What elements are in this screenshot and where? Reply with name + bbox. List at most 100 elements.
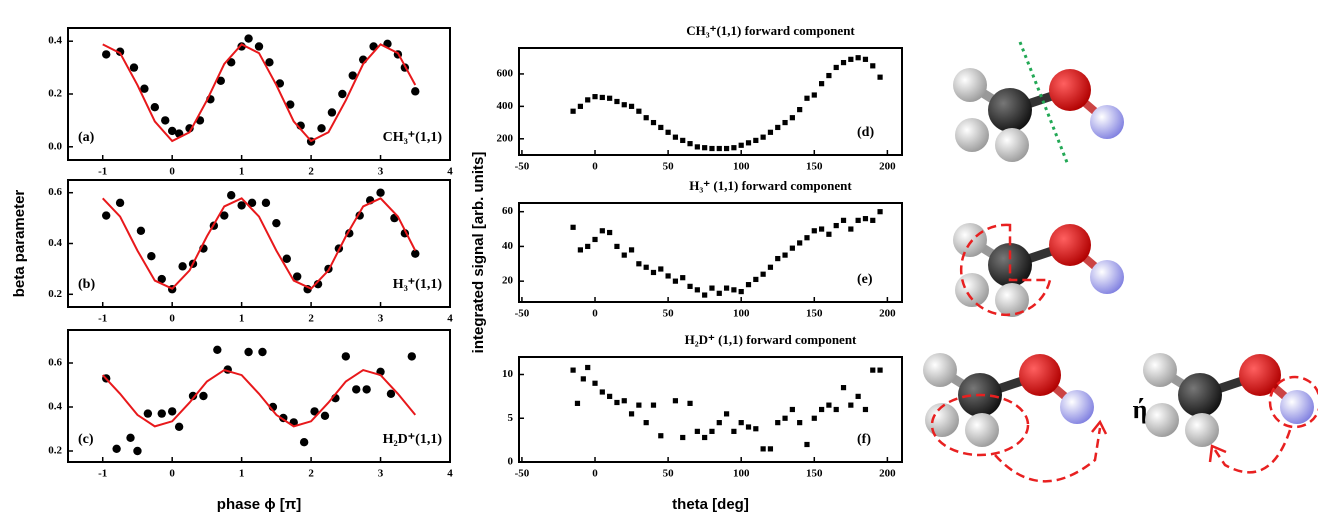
panel-label: (c): [78, 432, 94, 447]
y-tick-label: 600: [497, 67, 514, 79]
y-tick-label: 0.2: [48, 88, 62, 100]
plot-frame: [518, 202, 903, 303]
data-point: [592, 380, 598, 386]
x-tick-label: 150: [806, 308, 823, 320]
data-point: [840, 217, 847, 223]
data-point: [244, 347, 253, 357]
data-point: [738, 420, 744, 426]
x-tick-label: -1: [98, 468, 107, 480]
data-point: [694, 144, 700, 150]
x-tick-label: -1: [98, 313, 107, 325]
data-point: [811, 228, 817, 234]
data-point: [220, 211, 229, 220]
data-point: [672, 134, 679, 140]
panel-label: (b): [78, 277, 95, 292]
plot-frame: [518, 356, 903, 463]
fit-line: [102, 43, 417, 143]
data-point: [643, 420, 649, 426]
dashed-outline: [959, 223, 1052, 317]
data-point: [775, 255, 781, 262]
data-point: [348, 71, 357, 80]
data-point: [376, 188, 385, 197]
fit-line: [101, 368, 417, 428]
data-point: [862, 56, 869, 62]
data-point: [716, 420, 722, 426]
x-tick-label: 50: [663, 161, 675, 173]
data-point: [585, 364, 591, 371]
data-point: [687, 283, 693, 289]
data-point: [643, 264, 649, 270]
data-point: [702, 145, 708, 151]
data-point: [745, 424, 752, 430]
y-axis-label: beta parameter: [11, 190, 28, 298]
data-point: [804, 95, 810, 101]
data-point: [709, 428, 715, 434]
data-point: [738, 288, 744, 295]
data-point: [870, 217, 876, 223]
data-point: [386, 389, 396, 398]
x-tick-label: -50: [515, 161, 530, 173]
data-point: [870, 63, 876, 69]
data-point: [833, 222, 839, 229]
data-point: [818, 226, 825, 232]
data-point: [658, 124, 664, 131]
x-tick-label: 200: [879, 468, 896, 480]
y-tick-label: 200: [497, 132, 514, 144]
data-point: [621, 102, 627, 108]
data-point: [702, 292, 708, 298]
x-tick-label: 50: [663, 308, 675, 320]
x-tick-label: 2: [308, 313, 314, 325]
x-tick-label: 100: [733, 468, 750, 480]
data-point: [136, 226, 146, 235]
data-point: [753, 426, 759, 432]
x-tick-label: 2: [308, 468, 314, 480]
dashed-outline: [930, 393, 1030, 457]
x-tick-label: 0: [169, 313, 175, 325]
data-point: [157, 409, 166, 418]
dashed-outline: [1268, 375, 1318, 429]
data-point: [299, 438, 309, 447]
data-point: [580, 376, 586, 382]
data-point: [585, 97, 591, 103]
data-point: [797, 107, 803, 113]
data-point: [723, 285, 730, 291]
data-point: [665, 273, 671, 279]
data-point: [789, 245, 795, 251]
data-point: [775, 124, 781, 131]
data-point: [650, 119, 657, 126]
panel-label: (f): [857, 432, 871, 447]
y-tick-label: 0: [508, 456, 514, 468]
data-point: [811, 415, 817, 421]
data-point: [804, 235, 810, 241]
data-point: [840, 385, 847, 391]
x-tick-label: 2: [308, 166, 314, 178]
data-point: [407, 352, 416, 361]
data-point: [833, 64, 839, 71]
data-point: [338, 89, 347, 99]
data-point: [636, 261, 642, 267]
x-tick-label: 200: [879, 308, 896, 320]
arrow-head: [1208, 444, 1227, 463]
data-point: [188, 391, 198, 401]
data-point: [213, 345, 222, 354]
data-point: [570, 108, 576, 114]
y-axis-label: integrated signal [arb. units]: [470, 152, 487, 354]
data-point: [265, 58, 274, 67]
data-point: [767, 264, 774, 270]
data-point: [826, 402, 832, 408]
x-axis-label: theta [deg]: [672, 496, 749, 513]
data-point: [658, 433, 664, 439]
data-point: [797, 240, 803, 246]
data-point: [261, 198, 271, 208]
y-tick-label: 5: [508, 412, 514, 424]
data-point: [760, 271, 766, 277]
y-tick-label: 0.4: [48, 237, 62, 249]
data-point: [607, 393, 613, 399]
data-point: [840, 59, 847, 66]
data-point: [614, 399, 620, 406]
x-tick-label: 100: [733, 308, 750, 320]
symbol: ή: [1133, 395, 1148, 424]
data-point: [327, 108, 337, 117]
data-point: [833, 406, 839, 413]
data-point: [258, 347, 267, 357]
